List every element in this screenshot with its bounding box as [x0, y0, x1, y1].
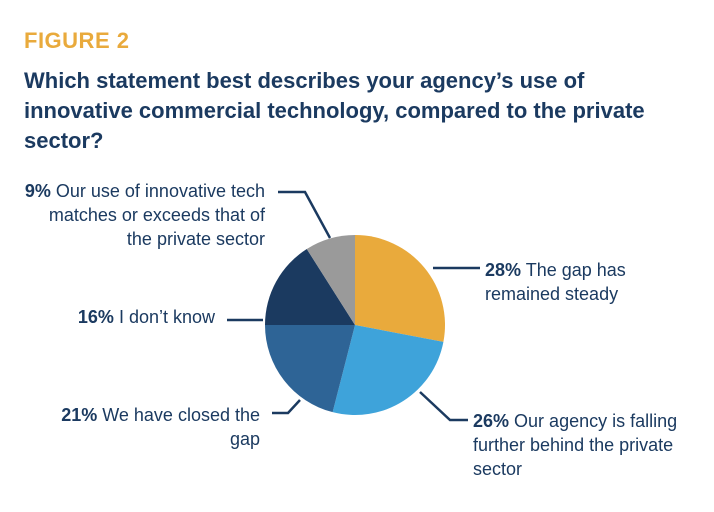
leader-line-1 [419, 391, 468, 422]
slice-2-pct: 21% [61, 405, 98, 425]
pie-slice-3 [265, 249, 355, 325]
slice-0-pct: 28% [485, 260, 522, 280]
slice-3-pct: 16% [77, 307, 114, 327]
slice-1-text: Our agency is falling further behind the… [473, 411, 678, 479]
label-slice-0: 28% The gap has remained steady [485, 258, 655, 306]
label-slice-2: 21% We have closed the gap [60, 403, 260, 451]
leader-line-2 [272, 399, 301, 415]
leader-line-4 [278, 190, 332, 239]
chart-title: Which statement best describes your agen… [24, 68, 645, 153]
pie-slice-1 [332, 325, 444, 415]
label-slice-1: 26% Our agency is falling further behind… [473, 409, 683, 481]
slice-2-text: We have closed the gap [102, 405, 260, 449]
slice-3-text: I don’t know [118, 307, 215, 327]
figure-label: FIGURE 2 [24, 28, 130, 53]
slice-1-pct: 26% [473, 411, 510, 431]
label-slice-3: 16% I don’t know [20, 305, 215, 329]
label-slice-4: 9% Our use of innovative tech matches or… [20, 179, 265, 251]
slice-0-text: The gap has remained steady [485, 260, 626, 304]
pie-slice-0 [355, 235, 445, 342]
slice-4-pct: 9% [24, 181, 51, 201]
pie-slice-2 [265, 325, 355, 413]
slice-4-text: Our use of innovative tech matches or ex… [48, 181, 265, 249]
pie-slice-4 [306, 235, 355, 325]
